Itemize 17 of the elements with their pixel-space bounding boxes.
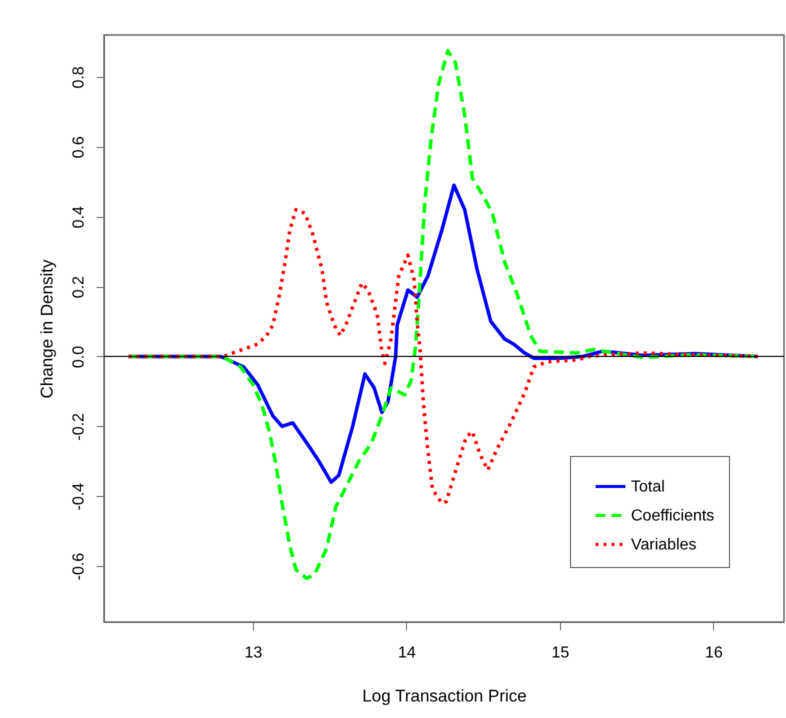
y-tick-label: -0.6: [70, 552, 88, 580]
x-axis-title: Log Transaction Price: [362, 686, 527, 706]
legend-label: Coefficients: [631, 508, 714, 524]
x-tick-label: 16: [704, 644, 723, 662]
legend-label: Total: [631, 478, 665, 496]
y-tick-label: -0.2: [70, 412, 88, 441]
x-tick-label: 13: [244, 644, 262, 662]
y-tick-label: 0.2: [70, 276, 88, 298]
x-tick-label: 15: [551, 644, 570, 662]
y-tick-label: 0.0: [70, 346, 88, 368]
y-tick-label: 0.8: [70, 66, 88, 89]
x-tick-label: 14: [398, 644, 416, 662]
legend-label: Variables: [631, 536, 697, 554]
y-axis-title: Change in Density: [38, 259, 56, 398]
y-tick-label: -0.4: [70, 482, 88, 511]
y-tick-label: 0.4: [70, 206, 88, 228]
y-tick-label: 0.6: [70, 136, 88, 158]
